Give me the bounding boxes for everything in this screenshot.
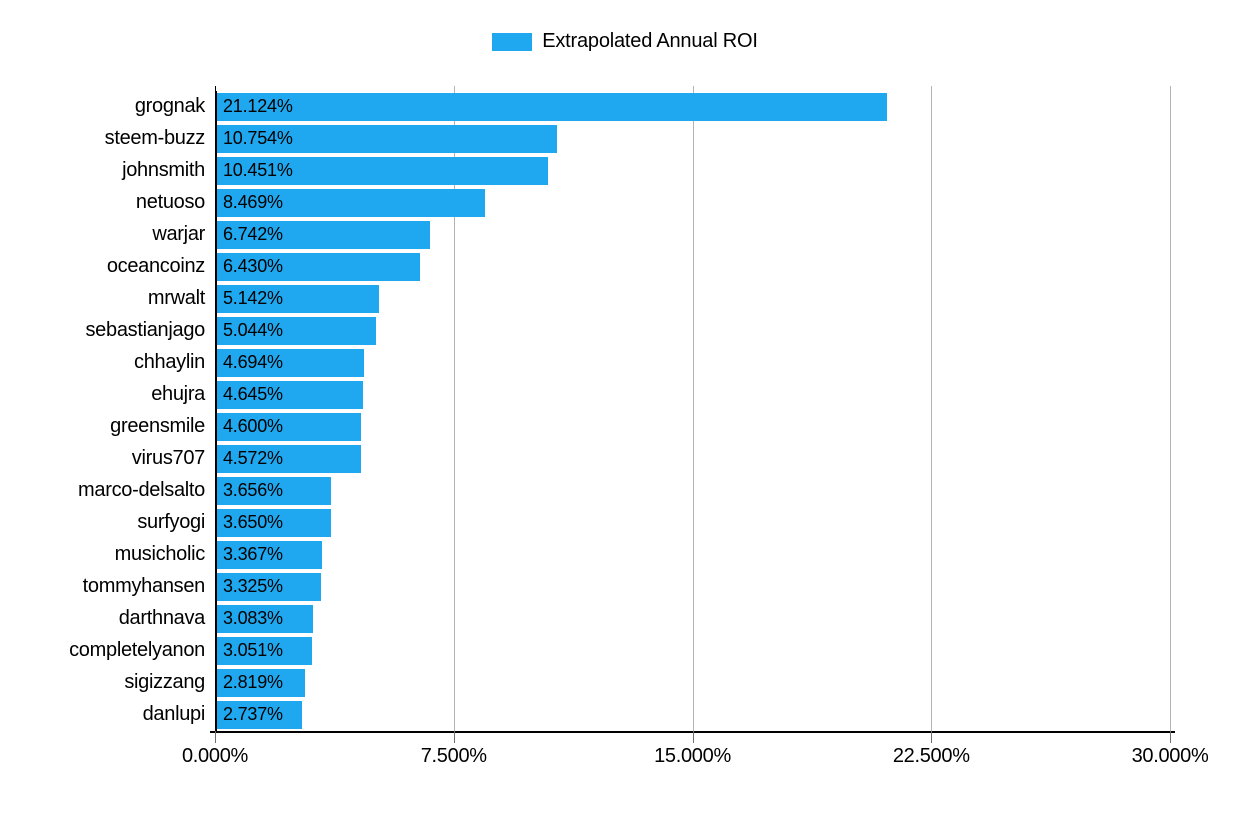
y-category-label: oceancoinz — [40, 251, 215, 283]
y-category-label: tommyhansen — [40, 571, 215, 603]
x-tick-label: 30.000% — [1132, 745, 1209, 768]
y-category-label: danlupi — [40, 699, 215, 731]
bar-value-label: 21.124% — [223, 91, 293, 123]
y-category-label: warjar — [40, 219, 215, 251]
x-tick — [693, 731, 694, 743]
bar-row: oceancoinz6.430% — [215, 251, 1170, 283]
bar-value-label: 10.451% — [223, 155, 293, 187]
bar-value-label: 3.650% — [223, 507, 283, 539]
x-tick-label: 22.500% — [893, 745, 970, 768]
x-tick-label: 7.500% — [421, 745, 487, 768]
bar-value-label: 3.051% — [223, 635, 283, 667]
bar-row: completelyanon3.051% — [215, 635, 1170, 667]
legend: Extrapolated Annual ROI — [40, 30, 1210, 56]
bar-value-label: 4.694% — [223, 347, 283, 379]
bar-value-label: 8.469% — [223, 187, 283, 219]
bar-row: steem-buzz10.754% — [215, 123, 1170, 155]
x-tick-label: 15.000% — [654, 745, 731, 768]
x-tick — [1170, 731, 1171, 743]
x-tick — [931, 731, 932, 743]
bar-row: mrwalt5.142% — [215, 283, 1170, 315]
bar-value-label: 3.325% — [223, 571, 283, 603]
y-category-label: sigizzang — [40, 667, 215, 699]
bar-row: sebastianjago5.044% — [215, 315, 1170, 347]
bar-row: surfyogi3.650% — [215, 507, 1170, 539]
bar-row: chhaylin4.694% — [215, 347, 1170, 379]
bar-value-label: 4.645% — [223, 379, 283, 411]
y-category-label: grognak — [40, 91, 215, 123]
bar-value-label: 10.754% — [223, 123, 293, 155]
x-tick-label: 0.000% — [182, 745, 248, 768]
bar-row: ehujra4.645% — [215, 379, 1170, 411]
legend-swatch — [492, 33, 532, 51]
y-category-label: ehujra — [40, 379, 215, 411]
bar-value-label: 4.572% — [223, 443, 283, 475]
bar-row: netuoso8.469% — [215, 187, 1170, 219]
roi-chart: Extrapolated Annual ROI grognak21.124%st… — [0, 0, 1250, 840]
bar-row: marco-delsalto3.656% — [215, 475, 1170, 507]
y-category-label: netuoso — [40, 187, 215, 219]
bar-value-label: 3.367% — [223, 539, 283, 571]
y-category-label: marco-delsalto — [40, 475, 215, 507]
bar-value-label: 5.044% — [223, 315, 283, 347]
bar-row: virus7074.572% — [215, 443, 1170, 475]
y-category-label: mrwalt — [40, 283, 215, 315]
x-axis: 0.000%7.500%15.000%22.500%30.000% — [215, 731, 1170, 791]
bar-row: danlupi2.737% — [215, 699, 1170, 731]
legend-item: Extrapolated Annual ROI — [492, 30, 758, 53]
bar-value-label: 2.737% — [223, 699, 283, 731]
bar-value-label: 6.742% — [223, 219, 283, 251]
y-category-label: surfyogi — [40, 507, 215, 539]
bar-value-label: 2.819% — [223, 667, 283, 699]
bar-row: darthnava3.083% — [215, 603, 1170, 635]
gridline — [1170, 86, 1171, 736]
y-category-label: virus707 — [40, 443, 215, 475]
bar-value-label: 4.600% — [223, 411, 283, 443]
y-category-label: steem-buzz — [40, 123, 215, 155]
y-category-label: darthnava — [40, 603, 215, 635]
bar-row: grognak21.124% — [215, 91, 1170, 123]
y-category-label: completelyanon — [40, 635, 215, 667]
bars: grognak21.124%steem-buzz10.754%johnsmith… — [215, 91, 1170, 731]
bar-row: tommyhansen3.325% — [215, 571, 1170, 603]
y-category-label: sebastianjago — [40, 315, 215, 347]
bar-row: warjar6.742% — [215, 219, 1170, 251]
y-category-label: musicholic — [40, 539, 215, 571]
y-category-label: johnsmith — [40, 155, 215, 187]
bar-row: greensmile4.600% — [215, 411, 1170, 443]
plot-area: grognak21.124%steem-buzz10.754%johnsmith… — [215, 91, 1170, 731]
legend-label: Extrapolated Annual ROI — [542, 30, 758, 53]
y-category-label: chhaylin — [40, 347, 215, 379]
y-category-label: greensmile — [40, 411, 215, 443]
bar-row: sigizzang2.819% — [215, 667, 1170, 699]
bar-row: musicholic3.367% — [215, 539, 1170, 571]
x-tick — [454, 731, 455, 743]
bar — [217, 93, 887, 121]
bar-value-label: 6.430% — [223, 251, 283, 283]
bar-value-label: 5.142% — [223, 283, 283, 315]
bar-value-label: 3.083% — [223, 603, 283, 635]
bar-row: johnsmith10.451% — [215, 155, 1170, 187]
x-tick — [215, 731, 216, 743]
bar-value-label: 3.656% — [223, 475, 283, 507]
